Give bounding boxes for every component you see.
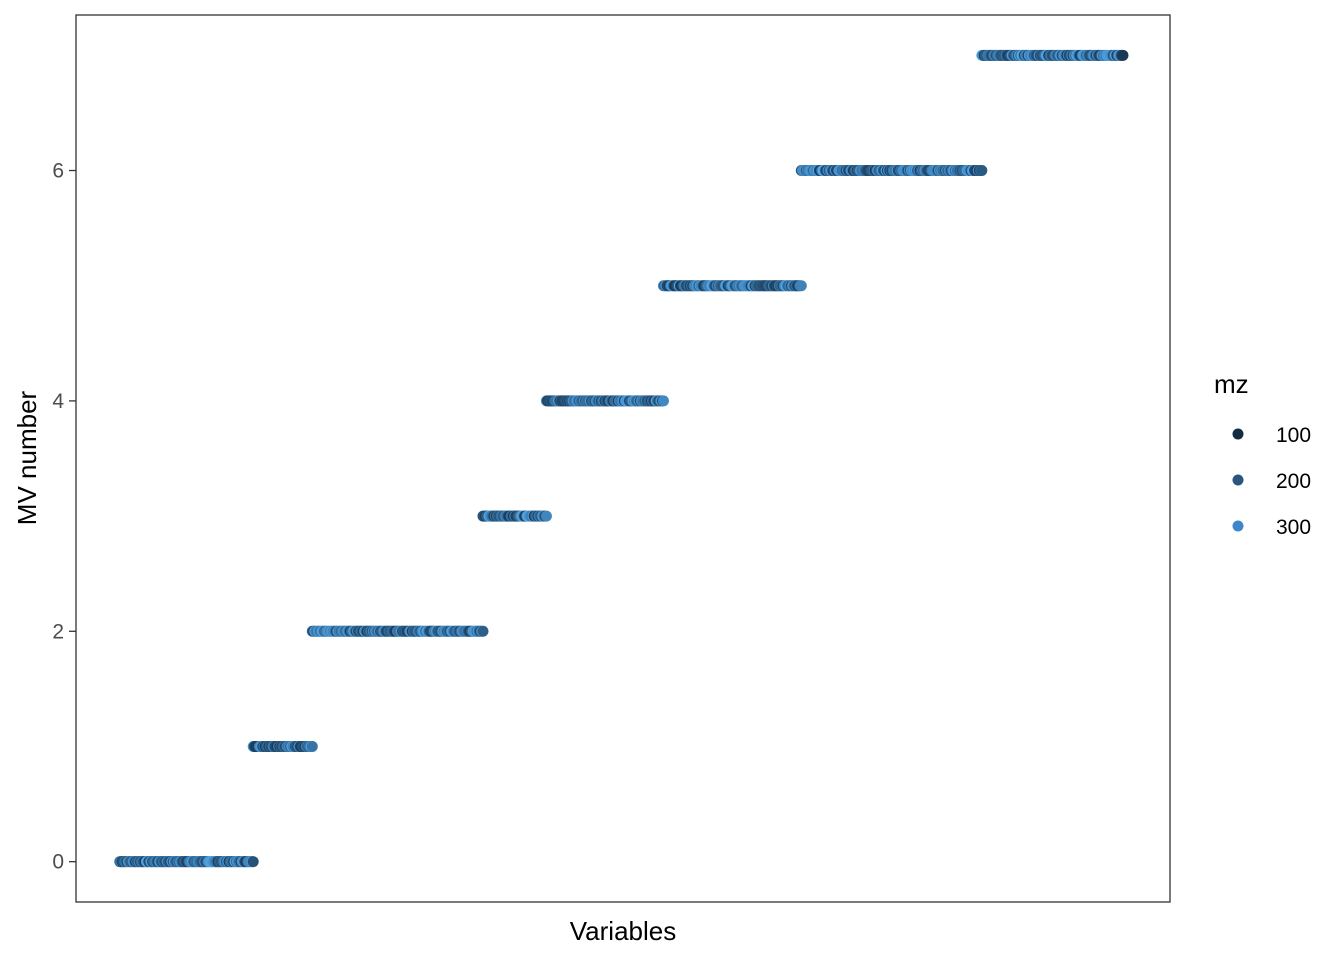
data-point xyxy=(657,395,669,407)
legend: mz 100 200 300 xyxy=(1214,369,1311,539)
y-axis-title: MV number xyxy=(12,390,42,525)
x-axis-title: Variables xyxy=(570,916,676,946)
panel-border xyxy=(75,14,1171,903)
legend-label: 200 xyxy=(1276,470,1311,493)
data-point xyxy=(306,740,318,752)
legend-key xyxy=(1232,474,1244,486)
y-tick-label: 4 xyxy=(52,390,64,413)
legend-key xyxy=(1232,428,1244,440)
y-tick-label: 0 xyxy=(52,851,64,874)
legend-key xyxy=(1232,520,1244,532)
legend-label: 100 xyxy=(1276,424,1311,447)
data-point xyxy=(247,856,259,868)
data-point xyxy=(477,625,489,637)
y-tick-label: 6 xyxy=(52,160,64,183)
data-points xyxy=(114,49,1129,868)
legend-label: 300 xyxy=(1276,516,1311,539)
data-point xyxy=(1117,49,1129,61)
data-point xyxy=(976,165,988,177)
legend-title: mz xyxy=(1214,369,1249,399)
data-point xyxy=(540,510,552,522)
y-tick-label: 2 xyxy=(52,620,64,643)
data-point xyxy=(795,280,807,292)
y-axis: 0 2 4 6 xyxy=(52,160,76,874)
